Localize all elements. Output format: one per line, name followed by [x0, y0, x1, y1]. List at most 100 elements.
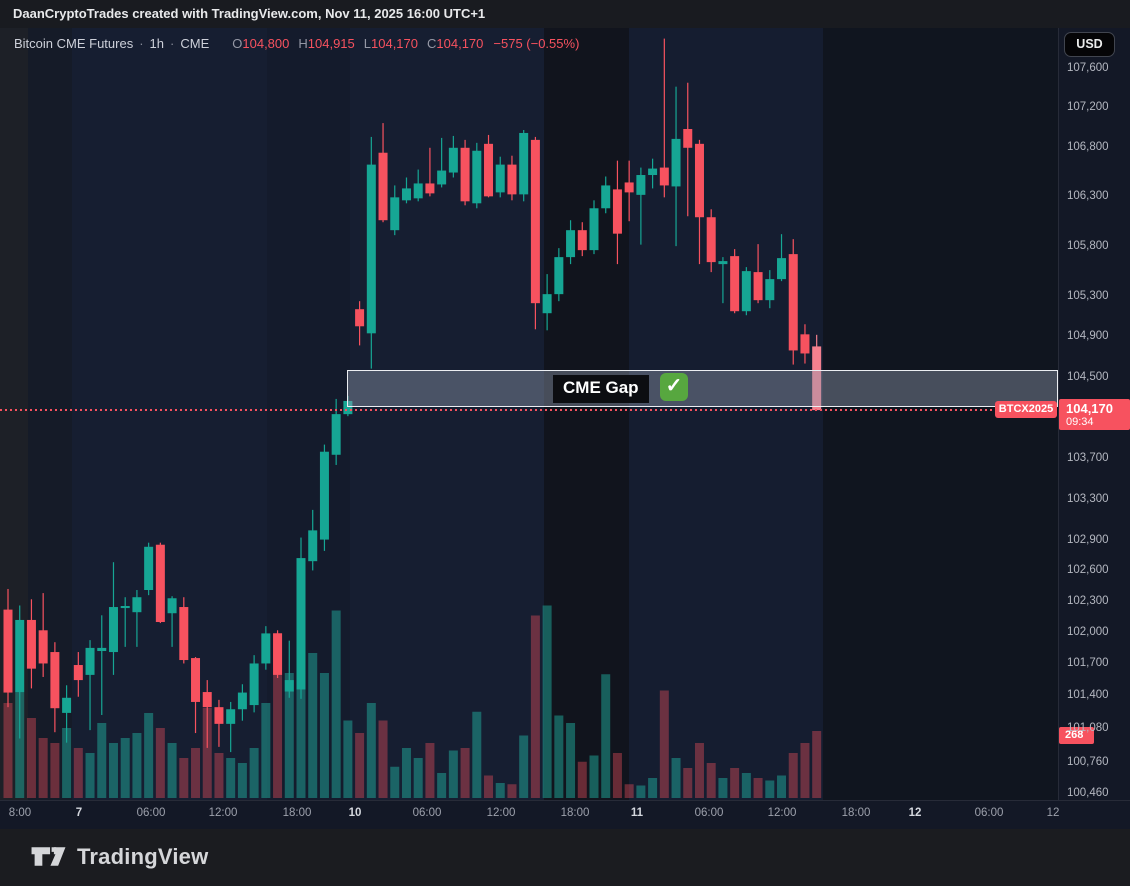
volume-bar — [249, 748, 259, 798]
candle-body — [800, 334, 810, 354]
candle-wick — [640, 167, 642, 245]
time-tick-label: 06:00 — [412, 807, 442, 819]
cme-gap-box[interactable]: CME Gap ✓ — [347, 369, 1058, 408]
volume-bar — [765, 780, 775, 798]
volume-bar — [202, 708, 212, 798]
price-tick-label: 106,300 — [1067, 190, 1109, 203]
volume-bar — [108, 743, 118, 798]
tradingview-logo-text: TradingView — [77, 843, 209, 869]
volume-bar — [15, 693, 25, 798]
candle-body — [577, 230, 587, 251]
candle-body — [202, 692, 212, 708]
volume-bar — [120, 738, 130, 798]
candle-body — [366, 164, 376, 334]
volume-bar — [542, 605, 552, 798]
candle-body — [507, 164, 517, 195]
time-axis[interactable]: 8:00 7 06:00 12:00 18:00 10 06:00 12:00 18:00 11 0… — [0, 800, 1130, 829]
candle-body — [765, 279, 775, 301]
legend-symbol: Bitcoin CME Futures — [14, 36, 134, 51]
currency-button[interactable]: USD — [1064, 32, 1115, 57]
volume-bar — [3, 703, 13, 798]
candle-wick — [687, 82, 689, 217]
volume-bar — [788, 753, 798, 798]
ohlc-open-key: O — [232, 36, 243, 51]
session-band — [544, 28, 629, 800]
volume-bar — [437, 773, 447, 798]
legend-separator: · — [170, 36, 175, 51]
volume-bar — [484, 775, 494, 798]
candle-body — [777, 258, 787, 280]
price-tick-label: 106,800 — [1067, 140, 1109, 153]
legend-change: −575 (−0.55%) — [493, 36, 580, 51]
session-band — [72, 28, 267, 800]
volume-bar — [800, 743, 810, 798]
candle-body — [530, 139, 540, 304]
candle-body — [448, 147, 458, 173]
time-tick-label: 12 — [908, 807, 922, 819]
price-axis[interactable]: USD 104,170 09:34 268 107,600 107,200 106,… — [1058, 28, 1130, 800]
candle-body — [753, 272, 763, 301]
price-tick-label: 107,200 — [1067, 101, 1109, 114]
volume-bar — [355, 733, 365, 798]
candle-body — [273, 633, 283, 675]
tradingview-logo[interactable]: TradingView — [30, 843, 208, 870]
session-band — [629, 28, 823, 800]
volume-bar — [390, 766, 400, 798]
time-tick-label: 06:00 — [974, 807, 1004, 819]
time-tick-label: 18:00 — [282, 807, 312, 819]
candle-body — [62, 697, 72, 713]
candle-body — [378, 152, 388, 221]
candle-body — [694, 143, 704, 218]
price-tick-label: 101,080 — [1067, 722, 1109, 735]
ohlc-close-key: C — [427, 36, 437, 51]
candle-wick — [441, 137, 443, 188]
candle-body — [296, 558, 306, 690]
price-tick-label: 102,300 — [1067, 595, 1109, 608]
ohlc-open-value: 104,800 — [242, 36, 290, 51]
candle-body — [566, 230, 576, 258]
candle-wick — [663, 38, 665, 198]
volume-bar — [296, 623, 306, 798]
candle-body — [319, 451, 329, 540]
volume-bar — [694, 743, 704, 798]
candle-body — [390, 197, 400, 231]
volume-bar — [448, 750, 458, 798]
candle-body — [343, 400, 353, 415]
volume-bar — [624, 784, 634, 798]
volume-bar — [85, 753, 95, 798]
price-tick-label: 105,800 — [1067, 240, 1109, 253]
volume-bar — [507, 784, 517, 798]
price-tick-label: 104,500 — [1067, 370, 1109, 383]
candle-body — [554, 257, 564, 295]
last-price-value: 104,170 — [1066, 401, 1113, 416]
chart-pane[interactable]: Bitcoin CME Futures · 1h · CME O104,800 H104,9… — [0, 28, 1058, 800]
volume-bar — [273, 633, 283, 798]
candle-body — [437, 170, 447, 185]
candle-body — [108, 607, 118, 653]
candle-body — [26, 619, 36, 669]
candle-body — [15, 619, 25, 693]
last-price-line — [0, 409, 1058, 412]
candle-wick — [722, 257, 724, 304]
candle-body — [73, 665, 83, 681]
cme-gap-label: CME Gap — [553, 374, 649, 403]
candle-wick — [429, 147, 431, 197]
candle-body — [191, 658, 201, 702]
ohlc-high-key: H — [298, 36, 308, 51]
volume-bar — [97, 723, 107, 798]
last-price-tag: 104,170 09:34 — [1059, 399, 1130, 430]
candle-body — [38, 630, 48, 664]
time-tick-label: 7 — [75, 807, 83, 819]
volume-bar — [214, 753, 224, 798]
candle-body — [237, 692, 247, 710]
price-tick-label: 102,600 — [1067, 564, 1109, 577]
time-tick-label: 11 — [630, 807, 644, 819]
volume-bar — [132, 733, 142, 798]
candle-body — [730, 256, 740, 312]
volume-bar — [566, 723, 576, 798]
price-tick-label: 105,300 — [1067, 290, 1109, 303]
candle-body — [671, 138, 681, 187]
volume-bar — [343, 720, 353, 798]
candle-body — [706, 217, 716, 263]
candle-body — [495, 164, 505, 193]
